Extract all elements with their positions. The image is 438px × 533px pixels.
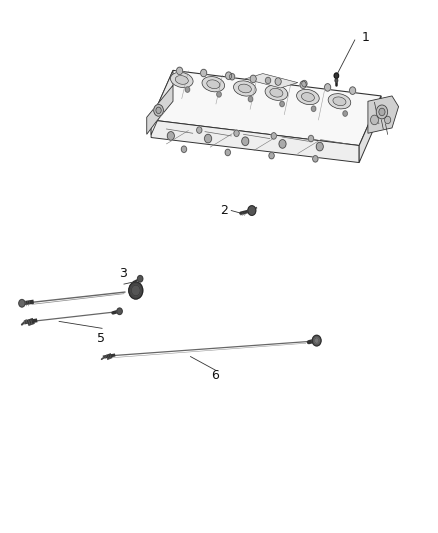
Ellipse shape <box>301 93 314 101</box>
Circle shape <box>300 81 306 88</box>
Circle shape <box>385 116 391 124</box>
Circle shape <box>234 130 239 136</box>
Polygon shape <box>151 70 173 135</box>
Circle shape <box>269 152 274 159</box>
Circle shape <box>185 87 190 92</box>
Circle shape <box>280 101 284 107</box>
Text: 5: 5 <box>97 332 105 344</box>
Ellipse shape <box>175 76 188 84</box>
Circle shape <box>131 285 140 296</box>
Circle shape <box>302 80 307 87</box>
Circle shape <box>271 133 276 139</box>
Circle shape <box>154 104 163 116</box>
Text: 6: 6 <box>211 369 219 382</box>
Circle shape <box>312 335 321 346</box>
Circle shape <box>376 105 388 119</box>
Circle shape <box>311 106 316 111</box>
Circle shape <box>138 276 143 282</box>
Ellipse shape <box>170 72 193 87</box>
Circle shape <box>156 107 161 114</box>
Circle shape <box>371 115 378 125</box>
Circle shape <box>334 73 339 78</box>
Circle shape <box>279 140 286 148</box>
Ellipse shape <box>297 90 319 104</box>
Polygon shape <box>368 96 399 133</box>
Circle shape <box>314 338 319 343</box>
Circle shape <box>248 96 253 102</box>
Circle shape <box>230 74 235 80</box>
Circle shape <box>308 135 314 142</box>
Circle shape <box>19 300 25 307</box>
Circle shape <box>217 92 221 97</box>
Circle shape <box>225 149 230 156</box>
Polygon shape <box>151 120 359 163</box>
Ellipse shape <box>238 84 251 93</box>
Circle shape <box>201 69 207 77</box>
Circle shape <box>250 75 256 83</box>
Polygon shape <box>245 74 298 88</box>
Circle shape <box>350 87 356 94</box>
Polygon shape <box>151 70 381 146</box>
Circle shape <box>197 127 202 133</box>
Circle shape <box>117 308 122 314</box>
Circle shape <box>275 78 281 85</box>
Circle shape <box>313 156 318 162</box>
Ellipse shape <box>207 80 220 88</box>
Polygon shape <box>359 96 381 163</box>
Ellipse shape <box>270 88 283 97</box>
Circle shape <box>181 146 187 152</box>
Circle shape <box>379 108 385 116</box>
Text: 3: 3 <box>119 267 127 280</box>
Polygon shape <box>147 85 173 134</box>
Circle shape <box>226 72 232 79</box>
Text: 2: 2 <box>220 204 228 217</box>
Circle shape <box>335 79 338 82</box>
Circle shape <box>325 84 331 91</box>
Circle shape <box>167 132 174 140</box>
Ellipse shape <box>202 77 225 92</box>
Circle shape <box>177 67 183 75</box>
Circle shape <box>248 206 256 215</box>
Circle shape <box>316 142 323 151</box>
Ellipse shape <box>333 97 346 106</box>
Circle shape <box>242 137 249 146</box>
Ellipse shape <box>265 85 288 100</box>
Ellipse shape <box>233 81 256 96</box>
Circle shape <box>265 77 271 84</box>
Text: 1: 1 <box>361 31 369 44</box>
Circle shape <box>205 134 212 143</box>
Circle shape <box>343 111 347 116</box>
Circle shape <box>129 282 143 299</box>
Ellipse shape <box>328 94 351 109</box>
